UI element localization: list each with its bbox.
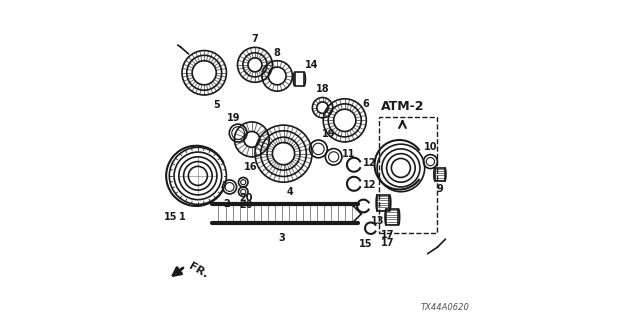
Text: TX44A0620: TX44A0620	[420, 303, 469, 312]
Text: 6: 6	[362, 100, 369, 109]
Text: 12: 12	[363, 158, 376, 168]
Text: 7: 7	[252, 34, 259, 44]
Text: 16: 16	[243, 162, 257, 172]
Bar	[378, 195, 390, 211]
Text: 1: 1	[179, 212, 186, 222]
Text: 2: 2	[223, 199, 230, 209]
Text: 4: 4	[287, 187, 293, 197]
Text: 15: 15	[164, 212, 178, 222]
Text: 14: 14	[305, 60, 319, 69]
Text: FR.: FR.	[187, 261, 209, 280]
Bar	[379, 117, 437, 233]
Text: 13: 13	[371, 215, 384, 226]
Text: 8: 8	[274, 48, 280, 58]
Text: 19: 19	[227, 113, 240, 123]
Text: 9: 9	[436, 184, 444, 194]
Text: ATM-2: ATM-2	[381, 100, 424, 113]
Text: 18: 18	[316, 84, 330, 94]
Text: 20: 20	[239, 200, 253, 210]
Text: 5: 5	[214, 100, 220, 110]
Text: 17: 17	[381, 238, 395, 248]
Text: 12: 12	[363, 180, 376, 190]
Text: 20: 20	[239, 193, 253, 203]
Text: 11: 11	[342, 149, 355, 159]
Bar	[294, 72, 304, 86]
Bar	[435, 168, 445, 181]
Text: 10: 10	[424, 142, 437, 152]
Bar	[387, 209, 398, 225]
Text: 19: 19	[321, 129, 335, 139]
Text: 17: 17	[381, 230, 395, 240]
Text: 15: 15	[359, 239, 372, 249]
Text: 3: 3	[278, 233, 285, 243]
